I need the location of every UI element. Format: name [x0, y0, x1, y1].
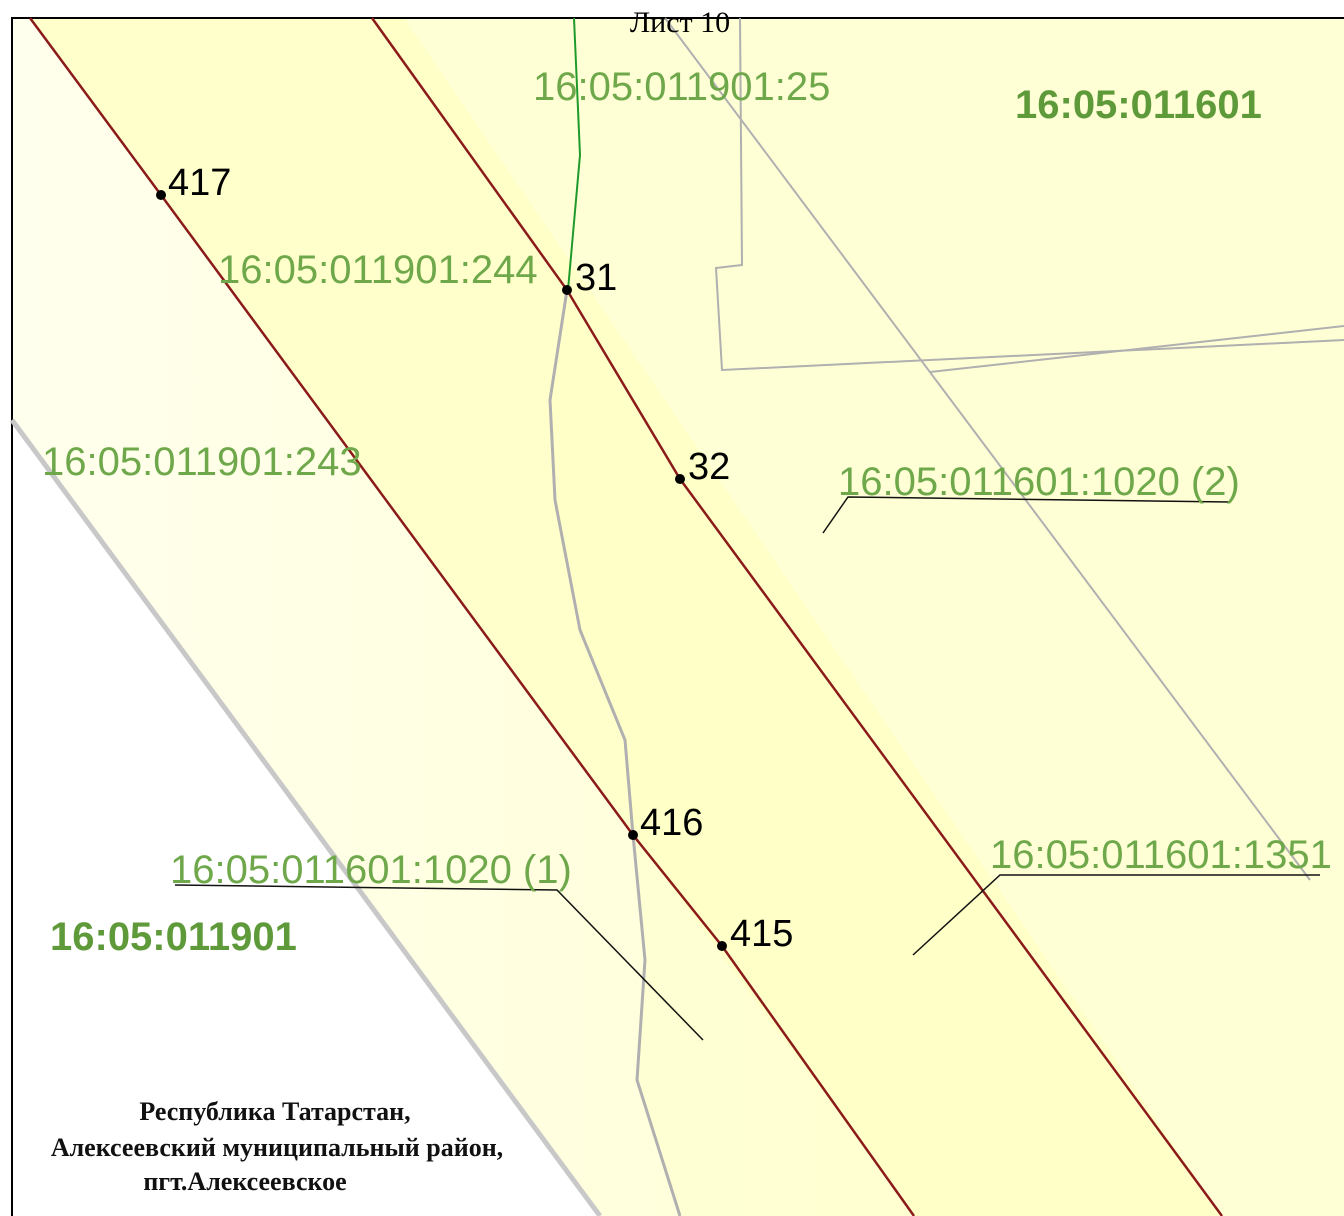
- point: [628, 830, 638, 840]
- address-line: Республика Татарстан,: [139, 1097, 410, 1126]
- point-label: 415: [730, 913, 793, 955]
- leader-line: [822, 496, 1231, 534]
- parcel-area: [12, 18, 914, 1216]
- parcel-label: 16:05:011601:1351: [990, 833, 1332, 877]
- parcel-label: 16:05:011601:1020 (2): [838, 460, 1240, 504]
- address-line: пгт.Алексеевское: [143, 1167, 346, 1196]
- parcel-label: 16:05:011601:1020 (1): [170, 848, 572, 892]
- parcel-boundary: [714, 17, 1344, 372]
- point-label: 31: [575, 257, 617, 299]
- parcel-boundary: [664, 17, 1311, 881]
- parcel-label: 16:05:011901:25: [533, 65, 830, 109]
- frame: [11, 17, 1344, 1216]
- leader-line: [912, 874, 1320, 956]
- point-label: 32: [688, 446, 730, 488]
- parcel-label: 16:05:011901:244: [218, 248, 538, 292]
- red-line: [370, 17, 1224, 1216]
- address-line: Алексеевский муниципальный район,: [51, 1133, 503, 1162]
- parcel-label: 16:05:011901:243: [42, 440, 362, 484]
- block-boundary: [9, 418, 603, 1216]
- point: [562, 285, 572, 295]
- point: [717, 941, 727, 951]
- leader-line: [174, 884, 704, 1041]
- point: [156, 190, 166, 200]
- block-boundary: [548, 289, 682, 1216]
- sheet-title: Лист 10: [630, 6, 730, 39]
- green-boundary: [567, 17, 582, 291]
- point-label: 417: [168, 162, 231, 204]
- parcel-boundary: [929, 325, 1344, 373]
- block-label: 16:05:011601: [1015, 83, 1262, 127]
- point-label: 416: [640, 802, 703, 844]
- points: [156, 190, 727, 951]
- point: [675, 474, 685, 484]
- block-label: 16:05:011901: [50, 915, 297, 959]
